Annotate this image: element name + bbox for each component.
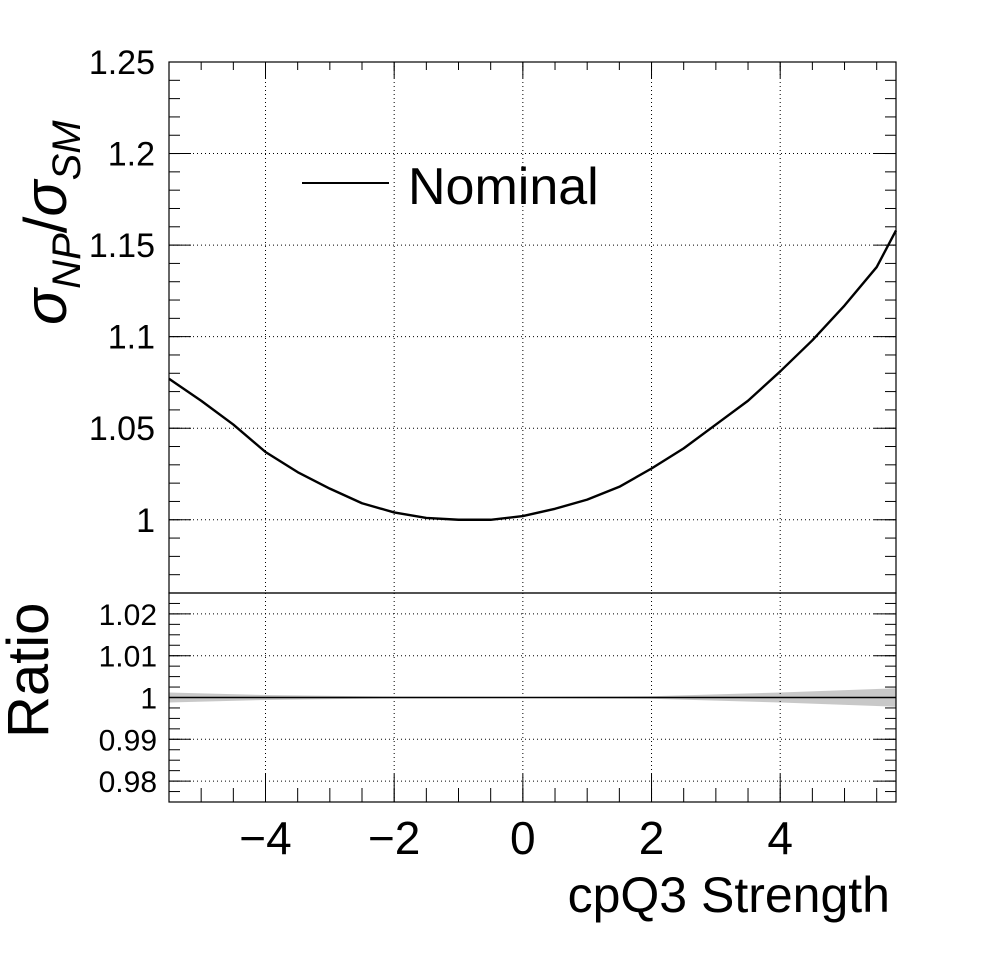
ratio-plot-frame [168, 592, 897, 803]
x-axis-title: cpQ3 Strength [568, 867, 890, 923]
main-y-tick-label: 1.05 [89, 410, 155, 448]
ratio-y-tick-label: 1 [140, 683, 157, 716]
x-tick-label: −4 [239, 812, 291, 864]
x-tick-label: 0 [510, 812, 536, 864]
main-y-axis-title: σNP/σSM [12, 120, 89, 325]
ratio-y-tick-label: 0.99 [99, 724, 157, 757]
y-title-sigma-np: σ [12, 286, 79, 325]
ratio-y-tick-label: 1.01 [99, 641, 157, 674]
ratio-y-tick-labels: 0.98 0.99 1 1.01 1.02 [99, 599, 157, 799]
y-title-sub-sm: SM [45, 120, 89, 181]
main-y-tick-label: 1 [136, 502, 155, 540]
y-title-slash: / [12, 216, 79, 233]
x-tick-label: −2 [368, 812, 420, 864]
ratio-y-tick-label: 1.02 [99, 599, 157, 632]
x-tick-label: 2 [639, 812, 665, 864]
y-title-sigma-sm: σ [12, 178, 79, 217]
x-tick-label: 4 [767, 812, 793, 864]
ratio-y-tick-label: 0.98 [99, 766, 157, 799]
x-tick-labels: −4 −2 0 2 4 [239, 812, 793, 864]
main-y-tick-labels: 1 1.05 1.1 1.15 1.2 1.25 [89, 44, 155, 540]
y-title-sub-np: NP [45, 233, 89, 289]
main-y-tick-label: 1.1 [108, 319, 155, 357]
main-grid [169, 61, 896, 593]
main-y-tick-label: 1.15 [89, 227, 155, 265]
ratio-y-axis-title: Ratio [0, 603, 61, 738]
main-series-group [168, 229, 898, 521]
legend-label-nominal: Nominal [408, 158, 599, 216]
ratio-axis-ticks [168, 592, 896, 803]
series-nominal-curve [168, 229, 898, 521]
main-y-tick-label: 1.25 [89, 44, 155, 82]
main-y-tick-label: 1.2 [108, 136, 155, 174]
